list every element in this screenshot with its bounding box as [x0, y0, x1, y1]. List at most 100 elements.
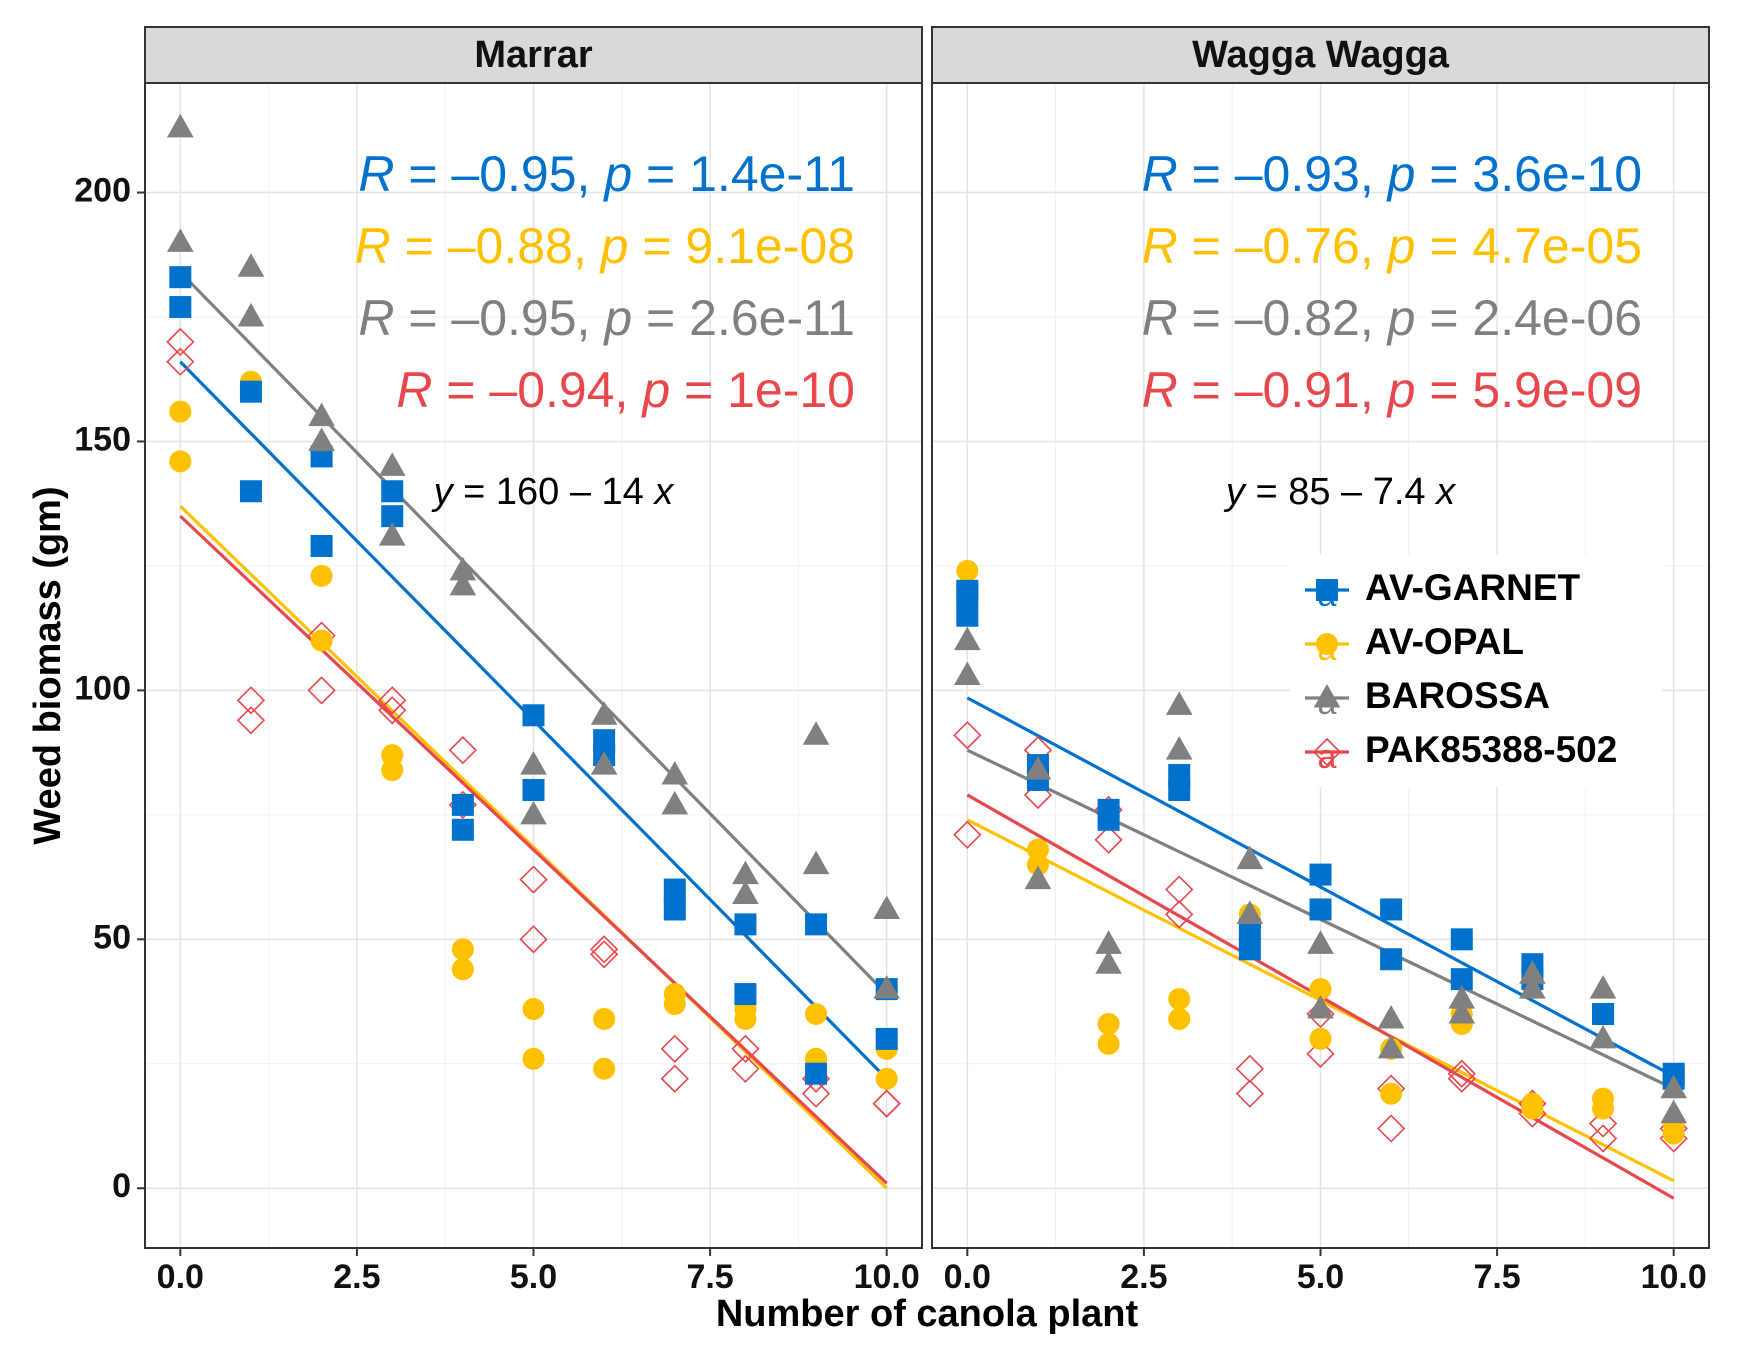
data-point-barossa	[520, 800, 547, 825]
data-point-pak85388-502	[731, 1054, 760, 1083]
correlation-stat-pak85388-502: R = –0.91, p = 5.9e-09	[1142, 362, 1642, 418]
regression-line-barossa	[179, 271, 888, 996]
data-point-pak85388-502	[1377, 1114, 1406, 1143]
data-point-barossa	[378, 452, 406, 476]
data-point-barossa	[732, 880, 759, 905]
data-point-barossa	[237, 253, 265, 277]
data-point-pak85388-502	[1447, 1059, 1476, 1088]
legend-item-barossa: a BAROSSA	[1305, 675, 1550, 722]
data-point-av-opal	[1592, 1097, 1615, 1120]
data-point-av-opal	[1168, 988, 1191, 1011]
x-axis-title: Number of canola plant	[716, 1293, 1139, 1335]
data-point-av-garnet	[1309, 898, 1332, 921]
facet-strip-label: Wagga Wagga	[1192, 34, 1450, 76]
y-axis-title: Weed biomass (gm)	[27, 486, 69, 844]
data-point-barossa	[1024, 756, 1052, 780]
data-point-av-opal	[593, 1057, 616, 1080]
data-point-pak85388-502	[1306, 999, 1335, 1029]
legend-key-marker	[1312, 737, 1342, 767]
x-tick-label: 10.0	[1641, 1258, 1707, 1296]
data-point-av-opal	[169, 400, 192, 423]
legend-label: AV-OPAL	[1365, 621, 1524, 662]
data-point-av-opal	[1380, 1082, 1403, 1105]
data-point-barossa	[308, 402, 335, 427]
data-point-av-garnet	[1592, 1003, 1615, 1026]
legend-label: AV-GARNET	[1365, 567, 1581, 608]
y-tick-label: 100	[74, 669, 131, 707]
data-point-pak85388-502	[166, 327, 195, 357]
data-point-av-opal	[956, 559, 979, 582]
data-point-pak85388-502	[953, 721, 982, 750]
data-point-barossa	[661, 761, 689, 785]
data-point-barossa	[1377, 1034, 1405, 1059]
data-point-av-opal	[1309, 1027, 1332, 1050]
data-point-av-garnet	[522, 778, 545, 801]
data-point-av-garnet	[1450, 928, 1473, 951]
legend-item-pak85388-502: a PAK85388-502	[1305, 729, 1617, 776]
data-point-av-opal	[169, 450, 192, 473]
y-tick-label: 200	[74, 172, 131, 210]
facet-strip	[144, 26, 923, 84]
y-tick-label: 0	[112, 1167, 131, 1205]
data-point-barossa	[1377, 1004, 1405, 1029]
data-point-barossa	[1448, 1000, 1476, 1024]
legend-key-marker	[1313, 684, 1341, 708]
data-point-barossa	[873, 975, 900, 999]
data-point-pak85388-502	[1588, 1124, 1618, 1153]
correlation-stat-barossa: R = –0.82, p = 2.4e-06	[1142, 290, 1642, 346]
data-point-pak85388-502	[1235, 1079, 1264, 1108]
data-point-av-garnet	[381, 480, 404, 503]
regression-line-av-opal	[179, 505, 888, 1190]
data-point-barossa	[520, 751, 547, 775]
data-point-av-garnet	[956, 604, 979, 627]
data-point-barossa	[1448, 985, 1476, 1009]
data-point-av-garnet	[875, 1027, 898, 1050]
data-point-barossa	[1095, 930, 1122, 954]
legend-key-marker	[1316, 579, 1338, 601]
data-point-av-opal	[310, 629, 333, 652]
data-point-av-garnet	[1309, 863, 1332, 886]
data-point-pak85388-502	[448, 736, 477, 765]
data-point-pak85388-502	[590, 935, 619, 964]
data-point-av-garnet	[522, 704, 545, 727]
correlation-stat-av-garnet: R = –0.93, p = 3.6e-10	[1142, 146, 1642, 202]
legend-key-glyph: a	[1318, 684, 1337, 722]
data-point-av-garnet	[239, 480, 262, 503]
data-point-av-garnet	[451, 793, 474, 816]
data-point-barossa	[590, 701, 618, 725]
regression-equation: y = 160 – 14 x	[431, 471, 676, 513]
data-point-av-opal	[1662, 1122, 1685, 1145]
correlation-stat-av-garnet: R = –0.95, p = 1.4e-11	[358, 146, 855, 202]
data-point-av-garnet	[663, 878, 686, 901]
data-point-pak85388-502	[378, 686, 407, 715]
data-point-barossa	[1095, 950, 1122, 974]
data-point-av-garnet	[1380, 898, 1403, 921]
data-point-av-opal	[663, 993, 686, 1016]
x-tick-label: 2.5	[1120, 1258, 1167, 1296]
data-point-pak85388-502	[660, 1064, 689, 1093]
data-point-av-garnet	[169, 266, 192, 289]
legend-label: BAROSSA	[1365, 675, 1550, 716]
x-tick-label: 5.0	[1297, 1258, 1344, 1296]
data-point-barossa	[1660, 1074, 1687, 1099]
data-point-av-garnet	[169, 296, 192, 319]
y-tick-label: 50	[93, 918, 131, 956]
data-point-av-garnet	[663, 898, 686, 921]
data-point-av-opal	[1097, 1012, 1120, 1035]
legend-label: PAK85388-502	[1365, 729, 1617, 770]
x-tick-label: 0.0	[944, 1258, 991, 1296]
data-point-av-opal	[734, 1007, 757, 1030]
legend-key-marker	[1316, 633, 1338, 655]
data-point-pak85388-502	[1306, 1039, 1335, 1068]
data-point-av-garnet	[451, 818, 474, 841]
data-point-av-opal	[522, 1047, 545, 1070]
data-point-barossa	[732, 860, 759, 885]
data-point-av-garnet	[1168, 778, 1191, 801]
data-point-av-garnet	[956, 584, 979, 607]
x-tick-label: 10.0	[854, 1258, 920, 1296]
x-tick-label: 0.0	[157, 1258, 204, 1296]
data-point-barossa	[1236, 900, 1264, 924]
data-point-barossa	[1236, 845, 1264, 870]
data-point-barossa	[449, 571, 477, 596]
correlation-stat-pak85388-502: R = –0.94, p = 1e-10	[396, 362, 855, 418]
